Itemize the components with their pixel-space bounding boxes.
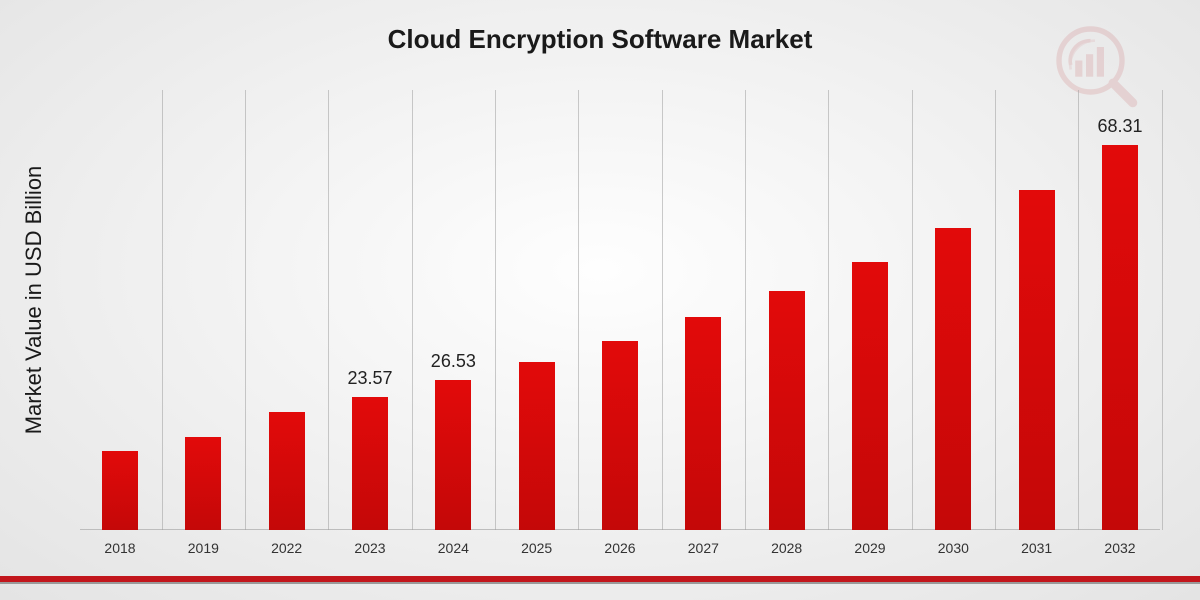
x-tick-label: 2030 [938,540,969,556]
gridline [328,90,329,530]
bar [269,412,305,530]
x-tick-label: 2024 [438,540,469,556]
value-label: 23.57 [347,368,392,389]
gridline [745,90,746,530]
footer-stripe-grey [0,582,1200,584]
x-tick-label: 2026 [604,540,635,556]
chart-title: Cloud Encryption Software Market [0,24,1200,55]
bar [935,228,971,530]
gridline [912,90,913,530]
bar [519,362,555,530]
gridline [1078,90,1079,530]
bar [685,317,721,530]
gridline [578,90,579,530]
bar [102,451,138,530]
x-tick-label: 2019 [188,540,219,556]
x-tick-label: 2032 [1104,540,1135,556]
x-tick-label: 2028 [771,540,802,556]
gridline [995,90,996,530]
gridline [828,90,829,530]
bar [852,262,888,531]
bar [1102,145,1138,530]
y-axis-label: Market Value in USD Billion [21,166,47,435]
gridline [412,90,413,530]
x-tick-label: 2027 [688,540,719,556]
bar [769,291,805,530]
value-label: 26.53 [431,351,476,372]
x-tick-label: 2025 [521,540,552,556]
x-tick-label: 2022 [271,540,302,556]
x-tick-label: 2031 [1021,540,1052,556]
gridline [1162,90,1163,530]
bar [435,380,471,530]
chart-canvas: Cloud Encryption Software Market Market … [0,0,1200,600]
bar [1019,190,1055,530]
gridline [245,90,246,530]
x-tick-label: 2018 [104,540,135,556]
bar [602,341,638,530]
value-label: 68.31 [1097,116,1142,137]
plot-area: 23.57 26.53 68.31 [80,90,1160,530]
footer-stripe [0,576,1200,584]
gridline [495,90,496,530]
bar [185,437,221,530]
x-tick-label: 2023 [354,540,385,556]
bar [352,397,388,530]
gridline [662,90,663,530]
gridline [162,90,163,530]
x-tick-label: 2029 [854,540,885,556]
